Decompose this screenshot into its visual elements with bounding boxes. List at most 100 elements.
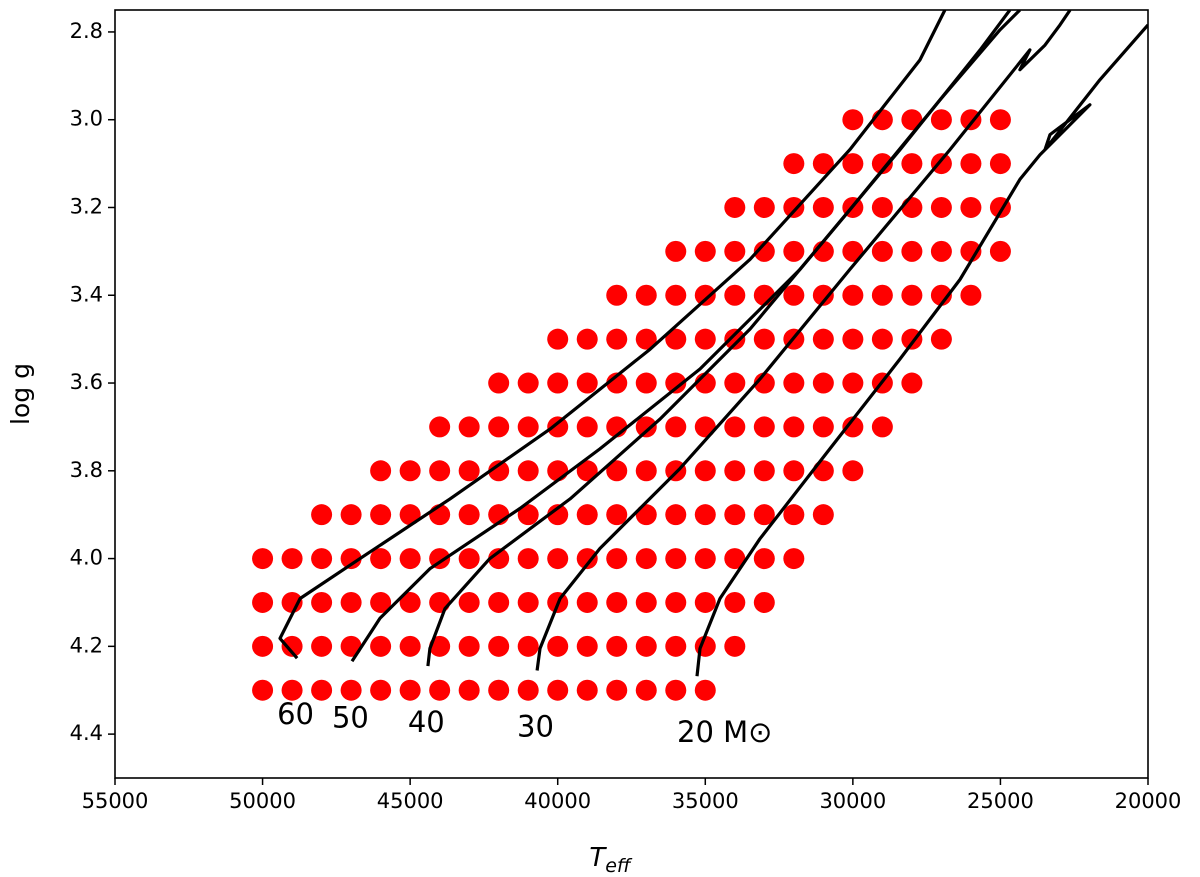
grid-point	[694, 328, 716, 350]
grid-point	[871, 240, 893, 262]
grid-point	[281, 635, 303, 657]
grid-point	[517, 591, 539, 613]
grid-point	[724, 328, 746, 350]
grid-point	[665, 284, 687, 306]
grid-point	[635, 548, 657, 570]
grid-point	[606, 328, 628, 350]
grid-point	[753, 591, 775, 613]
grid-point	[429, 416, 451, 438]
grid-point	[724, 460, 746, 482]
grid-point	[812, 153, 834, 175]
grid-point	[989, 109, 1011, 131]
grid-point	[458, 416, 480, 438]
grid-point	[753, 328, 775, 350]
grid-point	[547, 548, 569, 570]
y-tick-label: 2.8	[70, 19, 103, 43]
grid-point	[517, 679, 539, 701]
grid-point	[370, 548, 392, 570]
grid-point	[753, 196, 775, 218]
grid-point	[635, 372, 657, 394]
grid-point	[724, 635, 746, 657]
grid-point	[901, 196, 923, 218]
grid-point	[370, 591, 392, 613]
grid-point	[576, 504, 598, 526]
grid-point	[606, 460, 628, 482]
grid-point	[547, 679, 569, 701]
y-tick-label: 3.0	[70, 107, 103, 131]
grid-point	[930, 153, 952, 175]
grid-point	[281, 591, 303, 613]
grid-point	[694, 591, 716, 613]
grid-point	[488, 460, 510, 482]
grid-point	[842, 328, 864, 350]
grid-point	[724, 548, 746, 570]
grid-point	[252, 635, 274, 657]
grid-point	[547, 504, 569, 526]
y-tick-label: 3.2	[70, 194, 103, 218]
grid-point	[783, 548, 805, 570]
grid-point	[753, 240, 775, 262]
grid-point	[960, 153, 982, 175]
grid-point	[694, 548, 716, 570]
grid-point	[753, 548, 775, 570]
grid-point	[901, 372, 923, 394]
grid-point	[458, 460, 480, 482]
grid-point	[399, 504, 421, 526]
grid-point	[694, 460, 716, 482]
grid-point	[665, 416, 687, 438]
grid-point	[635, 591, 657, 613]
grid-point	[871, 196, 893, 218]
grid-point	[930, 196, 952, 218]
y-tick-label: 3.6	[70, 370, 103, 394]
grid-point	[665, 240, 687, 262]
grid-point	[399, 460, 421, 482]
grid-point	[960, 284, 982, 306]
grid-point	[252, 548, 274, 570]
grid-point	[488, 416, 510, 438]
grid-point	[783, 240, 805, 262]
grid-point	[635, 679, 657, 701]
grid-point	[724, 504, 746, 526]
grid-point	[252, 679, 274, 701]
x-tick-label: 35000	[672, 789, 739, 813]
grid-point	[724, 416, 746, 438]
grid-point	[458, 548, 480, 570]
grid-point	[812, 328, 834, 350]
grid-point	[842, 284, 864, 306]
grid-point	[842, 460, 864, 482]
grid-point	[665, 372, 687, 394]
grid-point	[517, 548, 539, 570]
grid-point	[812, 460, 834, 482]
grid-point	[399, 679, 421, 701]
grid-point	[606, 548, 628, 570]
grid-point	[901, 240, 923, 262]
x-label-sub: eff	[605, 855, 633, 877]
grid-point	[842, 109, 864, 131]
grid-point	[724, 284, 746, 306]
grid-point	[842, 372, 864, 394]
grid-point	[812, 504, 834, 526]
grid-point	[901, 284, 923, 306]
grid-point	[930, 109, 952, 131]
grid-point	[547, 372, 569, 394]
grid-point	[488, 635, 510, 657]
grid-point	[488, 372, 510, 394]
grid-point	[635, 460, 657, 482]
grid-point	[370, 679, 392, 701]
grid-point	[429, 679, 451, 701]
grid-point	[783, 372, 805, 394]
grid-point	[753, 416, 775, 438]
grid-point	[281, 679, 303, 701]
grid-point	[517, 635, 539, 657]
track-line	[535, 10, 1072, 671]
y-tick-label: 4.2	[70, 633, 103, 657]
x-axis-label: Teff	[589, 843, 633, 877]
plot-frame	[114, 9, 1149, 779]
grid-point	[399, 548, 421, 570]
grid-point	[724, 372, 746, 394]
track-label: 50	[332, 700, 369, 734]
grid-point	[517, 504, 539, 526]
grid-point	[606, 372, 628, 394]
grid-point	[547, 460, 569, 482]
grid-point	[547, 416, 569, 438]
